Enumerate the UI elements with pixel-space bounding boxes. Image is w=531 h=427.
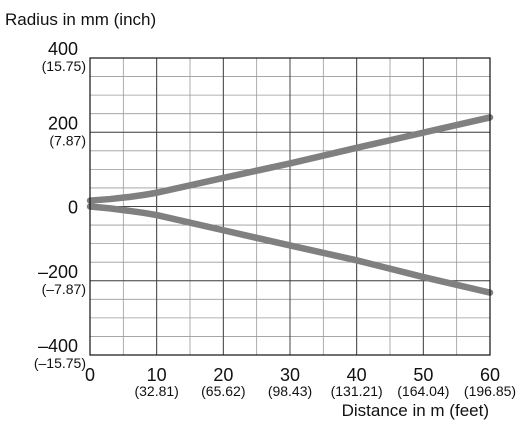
plot-frame-group [89,57,491,356]
x-tick-label: 60 [480,365,500,385]
x-tick-label: 20 [213,365,233,385]
x-tick-label: 50 [413,365,433,385]
y-tick-labels: 400(15.75) 200(7.87) 0 –200(–7.87) –400(–15.… [34,39,86,371]
series-line-1 [86,114,494,204]
x-tick-sublabel: (164.04) [397,383,449,399]
x-tick-label: 10 [147,365,167,385]
series-group [86,114,494,296]
y-tick-sublabel: (15.75) [42,58,86,74]
y-tick-label: –200 [38,262,78,282]
x-tick-label: 40 [347,365,367,385]
y-tick-label: 200 [48,113,78,133]
y-tick-sublabel: (7.87) [49,132,86,148]
grid-lines [89,57,491,356]
x-axis-title: Distance in m (feet) [342,401,489,420]
x-tick-sublabel: (32.81) [134,383,178,399]
y-tick-label: 0 [68,198,78,218]
x-tick-labels: 0 10(32.81) 20(65.62) 30(98.43) 40(131.21) 50… [85,365,516,399]
series-line-2 [86,203,494,296]
x-tick-label: 30 [280,365,300,385]
y-tick-label: 400 [48,39,78,59]
x-tick-sublabel: (131.21) [331,383,383,399]
y-tick-sublabel: (–7.87) [42,281,86,297]
x-tick-sublabel: (196.85) [464,383,516,399]
x-tick-label: 0 [85,365,95,385]
x-tick-sublabel: (65.62) [201,383,245,399]
plot-frame [89,57,491,356]
y-tick-sublabel: (–15.75) [34,355,86,371]
y-axis-title: Radius in mm (inch) [5,10,156,29]
x-tick-sublabel: (98.43) [268,383,312,399]
y-tick-label: –400 [38,336,78,356]
